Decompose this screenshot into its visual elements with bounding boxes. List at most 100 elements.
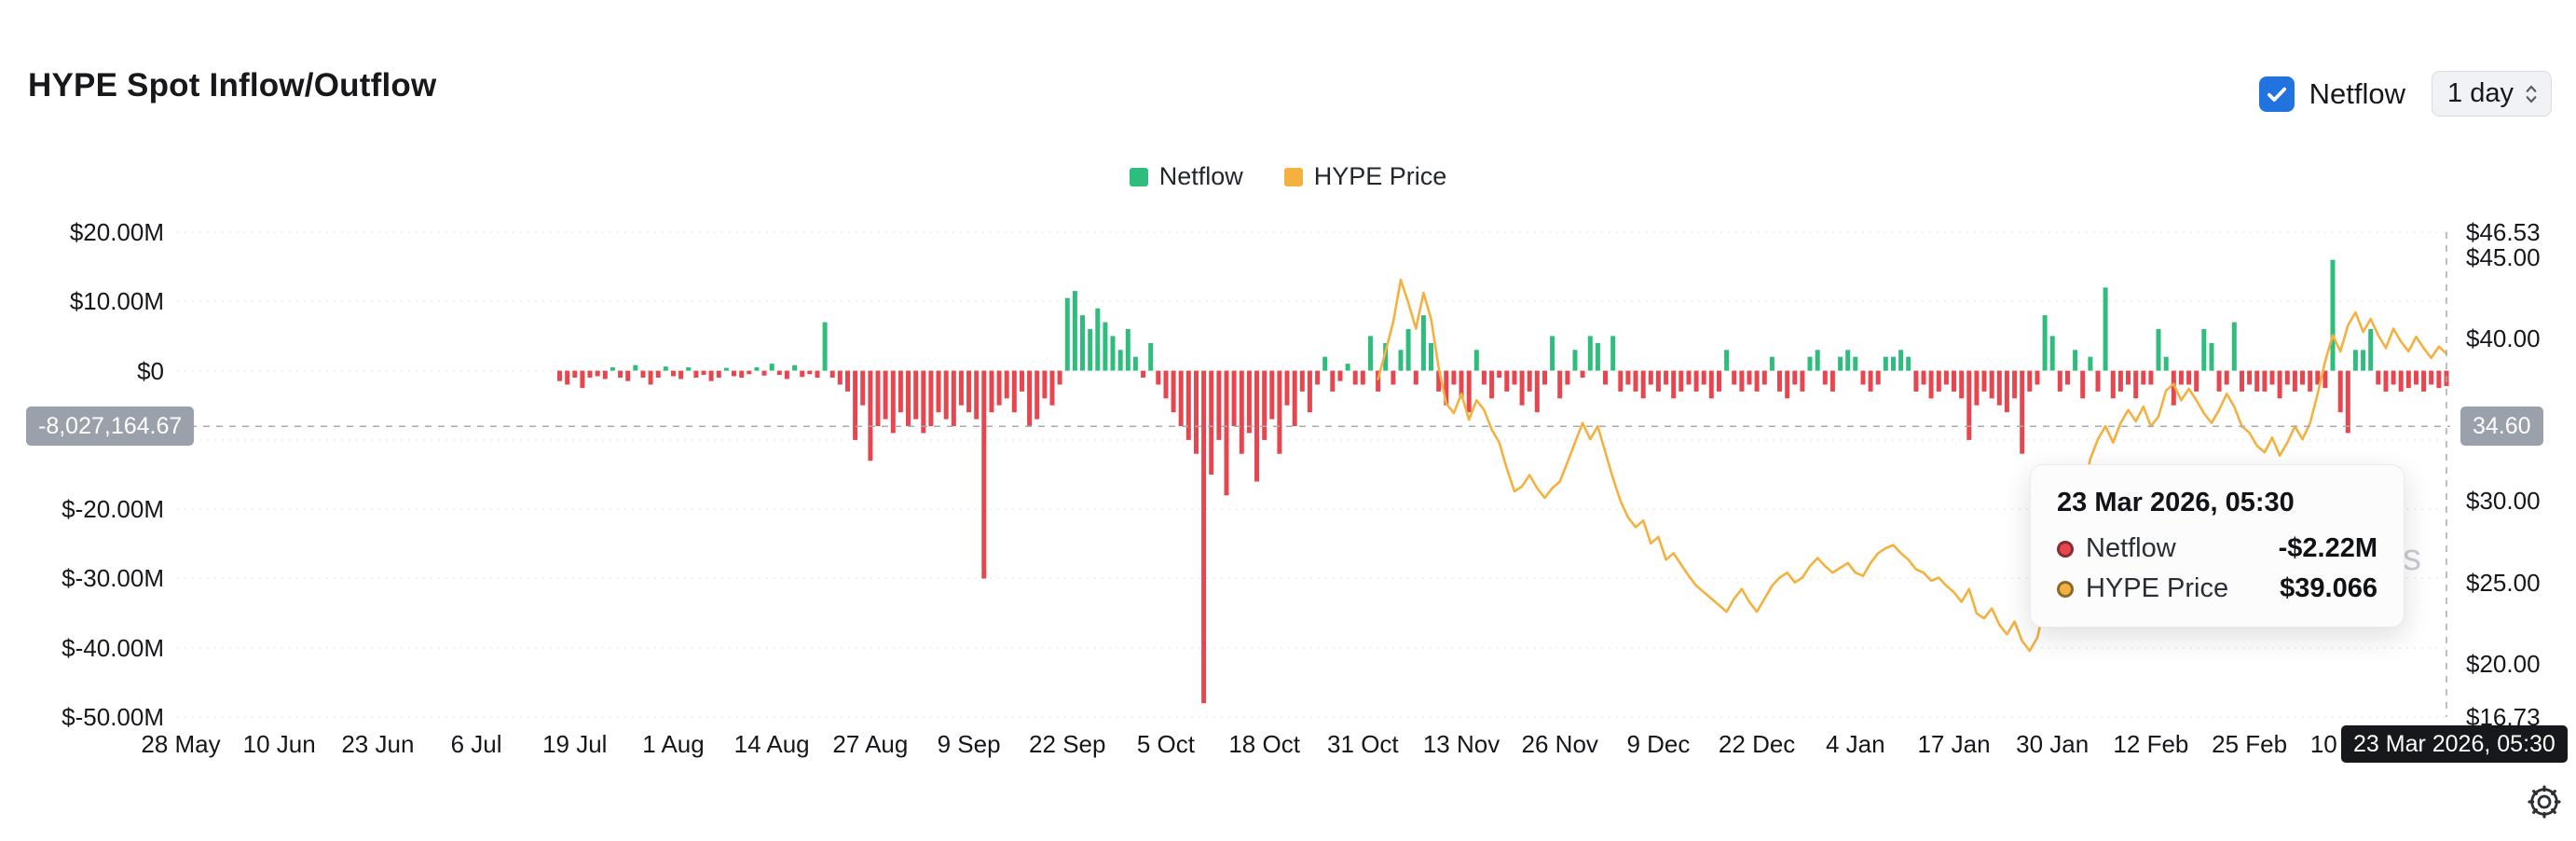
left-axis-tick: $-20.00M	[62, 495, 164, 524]
x-axis-tick: 10 Jun	[242, 730, 316, 758]
netflow-bar	[1913, 370, 1919, 392]
netflow-bar	[2201, 329, 2207, 371]
tooltip-netflow-value: -$2.22M	[2278, 533, 2377, 563]
netflow-bar	[1717, 370, 1721, 392]
netflow-bar	[2110, 370, 2116, 399]
netflow-bar	[2126, 370, 2131, 385]
netflow-bar	[1156, 370, 1161, 385]
netflow-bar	[1072, 291, 1077, 371]
netflow-bar	[2057, 370, 2062, 392]
netflow-bar	[792, 365, 798, 371]
netflow-bar	[1429, 342, 1433, 371]
netflow-checkbox[interactable]	[2258, 76, 2295, 112]
netflow-bar	[1466, 370, 1472, 413]
netflow-bar	[1262, 370, 1267, 440]
price-line	[1377, 278, 2448, 653]
netflow-bar	[1580, 370, 1585, 378]
netflow-bar	[2405, 370, 2411, 389]
netflow-bar	[2049, 336, 2055, 371]
netflow-bar	[723, 367, 729, 371]
netflow-bar	[2414, 370, 2418, 385]
netflow-toggle[interactable]: Netflow	[2258, 76, 2405, 112]
netflow-bar	[1299, 370, 1305, 392]
netflow-bar	[2035, 370, 2040, 385]
netflow-bar	[1618, 370, 1624, 392]
netflow-bar	[966, 370, 972, 413]
x-axis-tick: 9 Sep	[937, 730, 1001, 758]
netflow-bar	[2133, 370, 2139, 399]
netflow-bar	[1875, 370, 1881, 385]
netflow-bar	[2292, 370, 2297, 392]
settings-gear-icon[interactable]	[2526, 783, 2563, 820]
netflow-bar	[1891, 356, 1896, 371]
netflow-bar	[829, 370, 835, 378]
netflow-bar	[2156, 329, 2161, 371]
netflow-bar	[678, 370, 684, 379]
netflow-bar	[663, 366, 668, 371]
netflow-bar	[701, 370, 706, 376]
netflow-bar	[754, 366, 760, 371]
netflow-bar	[1420, 315, 1426, 371]
netflow-bar	[1845, 350, 1851, 371]
netflow-bar	[974, 370, 980, 420]
netflow-dot-icon	[2057, 540, 2074, 558]
netflow-bar	[2163, 356, 2169, 371]
netflow-bar	[1284, 370, 1290, 406]
netflow-bar	[1178, 370, 1184, 426]
netflow-bar	[2337, 370, 2343, 413]
netflow-bar	[1459, 370, 1464, 399]
netflow-bar	[671, 370, 676, 377]
netflow-bar	[2391, 370, 2396, 385]
left-axis-tick: $10.00M	[69, 287, 164, 316]
x-axis-tick: 1 Aug	[642, 730, 705, 758]
netflow-bar	[761, 370, 767, 376]
netflow-bar	[996, 370, 1002, 406]
netflow-bar	[2429, 370, 2434, 385]
netflow-bar	[1117, 350, 1123, 371]
left-axis-tick: $0	[137, 356, 164, 385]
legend-item-hype-price[interactable]: HYPE Price	[1283, 162, 1446, 191]
netflow-bar	[1216, 370, 1222, 440]
netflow-bar	[1610, 336, 1616, 371]
netflow-bar	[2216, 370, 2222, 392]
netflow-bar	[2224, 370, 2229, 385]
right-axis-tick: $30.00	[2466, 487, 2541, 516]
netflow-bar	[2186, 370, 2192, 385]
netflow-bar	[655, 370, 661, 378]
netflow-bar	[2300, 370, 2305, 385]
netflow-bar	[739, 370, 745, 378]
netflow-bar	[1436, 370, 1442, 392]
netflow-bar	[572, 370, 578, 378]
netflow-bar	[1807, 356, 1813, 371]
netflow-bar	[2209, 342, 2214, 371]
netflow-bar	[1640, 370, 1646, 399]
netflow-bar	[2141, 370, 2146, 385]
netflow-bar	[580, 370, 585, 389]
netflow-bar	[1027, 370, 1033, 426]
netflow-bar	[2117, 370, 2123, 392]
netflow-bar	[1132, 356, 1138, 371]
netflow-bar	[800, 370, 805, 378]
legend-item-netflow[interactable]: Netflow	[1129, 162, 1243, 191]
netflow-bar	[2073, 350, 2078, 371]
netflow-bar	[897, 370, 903, 413]
interval-select[interactable]: 1 day	[2432, 71, 2552, 117]
netflow-bar	[1747, 370, 1752, 385]
x-axis-tick: 13 Nov	[1422, 730, 1500, 758]
netflow-bar	[1473, 350, 1479, 371]
netflow-bar	[1625, 370, 1631, 385]
left-axis-tick: $-40.00M	[62, 633, 164, 662]
netflow-bar	[1928, 370, 1934, 399]
netflow-bar	[2148, 370, 2154, 385]
netflow-bar	[1671, 370, 1677, 399]
netflow-bar	[1822, 370, 1828, 385]
netflow-bar	[875, 370, 881, 426]
netflow-bar	[1996, 370, 2002, 406]
netflow-bar	[1708, 370, 1714, 399]
netflow-bar	[1239, 370, 1244, 454]
netflow-bar	[883, 370, 888, 420]
netflow-bar	[1337, 370, 1343, 381]
netflow-bar	[1686, 370, 1692, 385]
